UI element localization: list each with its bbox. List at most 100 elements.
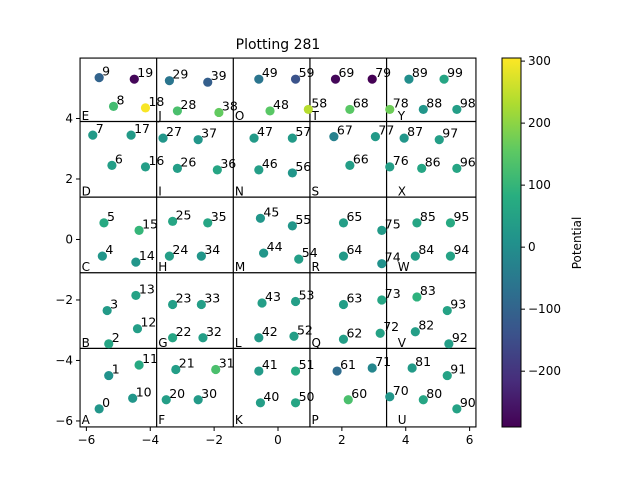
point-label: 52 [297, 322, 313, 337]
point-label: 71 [375, 354, 391, 369]
point-label: 10 [136, 384, 152, 399]
point-label: 25 [176, 207, 192, 222]
point-label: 34 [204, 242, 220, 257]
colorbar-ticks: 300 200 100 0 −100 −200 [521, 54, 561, 378]
point-label: 91 [450, 362, 466, 377]
cell-label: N [235, 185, 244, 199]
x-tick-label: 2 [338, 433, 346, 447]
data-point [345, 104, 355, 115]
point-label: 78 [393, 95, 409, 110]
point-label: 62 [346, 325, 362, 340]
data-point [412, 218, 422, 228]
data-point [168, 216, 178, 226]
data-point [214, 107, 224, 118]
point-label: 26 [180, 154, 196, 169]
y-axis-ticks: −6 −4 −2 0 2 4 [55, 111, 80, 428]
point-label: 38 [222, 98, 238, 113]
colorbar-tick-label: 100 [528, 178, 551, 192]
data-point [171, 364, 181, 375]
point-label: 45 [263, 204, 279, 219]
point-label: 80 [426, 386, 442, 401]
point-label: 65 [346, 209, 362, 224]
cell-label: B [82, 336, 90, 350]
point-label: 90 [460, 395, 476, 410]
point-label: 12 [140, 315, 156, 330]
data-point [418, 395, 428, 405]
point-label: 19 [137, 65, 153, 80]
data-point [140, 103, 151, 113]
point-label: 35 [211, 209, 227, 224]
cell-label: M [235, 260, 245, 274]
point-label: 5 [107, 209, 115, 224]
colorbar-tick-label: 300 [528, 54, 551, 68]
data-point [417, 163, 427, 173]
x-axis-ticks: −6 −4 −2 0 2 4 6 [78, 427, 473, 447]
data-point [94, 404, 104, 414]
data-point [196, 299, 206, 310]
data-point [168, 299, 178, 310]
point-label: 97 [442, 126, 458, 141]
point-label: 33 [204, 291, 220, 306]
data-point [129, 74, 139, 84]
data-point [203, 77, 213, 87]
y-tick-label: −6 [55, 414, 73, 428]
cell-label: F [158, 413, 165, 427]
point-label: 88 [426, 95, 442, 110]
data-point [444, 339, 454, 349]
data-point [367, 74, 377, 84]
data-point [345, 160, 355, 170]
point-label: 85 [420, 209, 436, 224]
point-label: 48 [273, 97, 289, 112]
data-point [418, 104, 428, 115]
data-point [338, 251, 349, 261]
point-label: 55 [295, 212, 311, 227]
point-label: 41 [262, 357, 278, 372]
colorbar-label: Potential [570, 217, 584, 270]
cell-label: S [312, 185, 320, 199]
point-label: 14 [139, 248, 155, 263]
data-point [385, 392, 395, 402]
point-label: 23 [176, 291, 192, 306]
data-point [203, 218, 213, 228]
point-label: 53 [299, 287, 315, 302]
point-label: 15 [142, 216, 158, 231]
point-label: 46 [262, 156, 278, 171]
data-point [303, 104, 313, 115]
point-label: 99 [447, 65, 463, 80]
cell-label: Y [397, 109, 406, 123]
data-point [290, 366, 301, 376]
point-label: 51 [299, 357, 315, 372]
point-label: 30 [201, 386, 217, 401]
data-point [254, 165, 264, 175]
y-tick-label: 0 [65, 232, 73, 246]
point-label: 8 [117, 92, 125, 107]
point-label: 68 [353, 95, 369, 110]
point-label: 2 [112, 330, 120, 345]
point-label: 98 [460, 95, 476, 110]
data-point [254, 74, 264, 84]
cell-label: C [82, 260, 90, 274]
data-point [172, 106, 183, 116]
y-tick-label: 2 [65, 172, 73, 186]
data-point [287, 221, 297, 231]
point-label: 1 [112, 362, 120, 377]
point-label: 21 [179, 356, 195, 371]
data-points [88, 73, 462, 414]
data-point [164, 251, 175, 261]
cell-label: I [158, 185, 162, 199]
data-point [407, 363, 417, 373]
colorbar [501, 57, 522, 428]
cell-label: R [312, 260, 320, 274]
data-point [434, 135, 444, 145]
point-label: 50 [299, 389, 315, 404]
data-point [131, 290, 141, 301]
data-point [172, 163, 183, 173]
data-point [287, 168, 297, 178]
point-label: 84 [418, 242, 434, 257]
cell-label: T [311, 109, 320, 123]
data-point [140, 162, 151, 172]
data-point [332, 366, 342, 376]
data-point [370, 132, 381, 142]
point-label: 95 [453, 209, 469, 224]
